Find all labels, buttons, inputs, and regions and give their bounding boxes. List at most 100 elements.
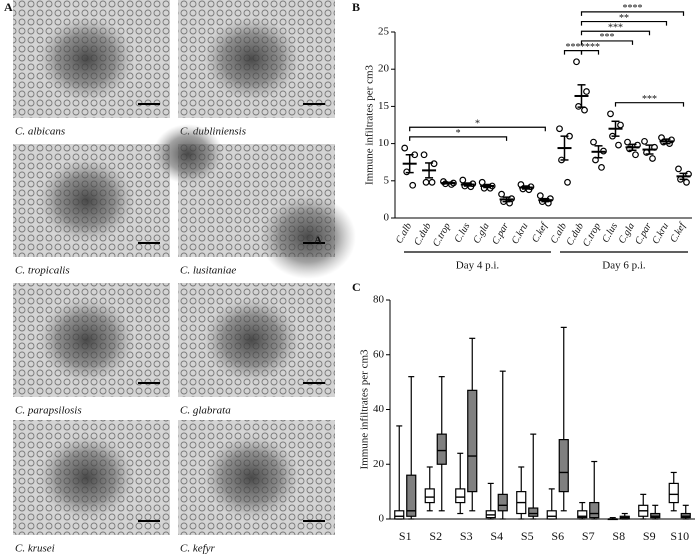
significance-label: **	[619, 13, 629, 24]
significance-label: ***	[608, 23, 623, 34]
significance-label: ****	[623, 3, 643, 14]
data-point	[590, 138, 597, 146]
fungal-lesion	[38, 17, 135, 101]
category-label: C.kef	[668, 220, 689, 245]
x-tick-label: S7	[582, 529, 595, 543]
x-tick-label: S5	[521, 529, 534, 543]
significance-bracket	[580, 11, 685, 16]
box	[528, 507, 539, 517]
y-tick-label: 0	[384, 212, 390, 224]
significance-bracket	[580, 20, 668, 26]
data-point	[556, 125, 563, 133]
significance-bracket	[580, 30, 651, 36]
fungal-lesion	[203, 17, 300, 101]
image-caption: C. glabrata	[180, 405, 231, 417]
data-point	[498, 190, 505, 198]
box	[589, 501, 600, 519]
box	[497, 493, 508, 512]
micrograph	[13, 144, 170, 257]
micrograph	[178, 0, 335, 118]
significance-bracket	[580, 40, 634, 45]
x-tick-label: S9	[643, 529, 656, 543]
fungal-lesion	[38, 435, 135, 520]
data-point	[583, 88, 590, 95]
data-point	[624, 138, 631, 146]
x-tick-label: S3	[460, 529, 473, 543]
fungal-lesion	[203, 435, 300, 520]
box	[436, 433, 447, 465]
data-point	[428, 178, 436, 186]
y-tick-label: 20	[373, 458, 385, 470]
y-tick-label: 5	[384, 174, 390, 186]
panel-label: C	[352, 280, 361, 294]
image-caption: C. tropicalis	[15, 265, 70, 277]
data-point	[422, 178, 430, 186]
significance-bracket	[409, 136, 508, 141]
micrograph	[13, 0, 170, 118]
y-tick-label: 15	[378, 100, 390, 112]
x-tick-label: S2	[429, 529, 442, 543]
group-label: Day 4 p.i.	[456, 260, 500, 272]
category-label: C.kru	[510, 221, 531, 246]
category-label: C.kef	[530, 220, 551, 245]
box	[406, 474, 417, 517]
significance-bracket	[409, 126, 546, 132]
significance-bracket	[580, 50, 600, 55]
category-label: C.par	[490, 221, 511, 247]
category-label: C.par	[633, 221, 654, 247]
fungal-lesion	[203, 298, 300, 382]
y-tick-label: 20	[378, 63, 390, 75]
x-tick-label: S6	[551, 529, 564, 543]
significance-label: ***	[600, 32, 615, 43]
image-caption: C. parapsilosis	[15, 405, 82, 417]
significance-label: *	[475, 119, 480, 130]
data-point	[615, 141, 622, 149]
y-tick-label: 0	[379, 513, 385, 525]
data-point	[641, 137, 648, 145]
y-axis-label: Immune infiltrates per cm3	[364, 64, 376, 185]
micrograph	[13, 420, 170, 535]
y-tick-label: 60	[373, 348, 385, 360]
panel-label: B	[352, 0, 360, 14]
micrograph	[178, 283, 335, 397]
data-point	[401, 144, 409, 152]
data-point	[564, 178, 571, 186]
data-point	[598, 164, 605, 171]
category-label: C.gla	[471, 221, 492, 246]
image-caption: C. krusei	[15, 543, 55, 554]
inset-label: A	[314, 235, 322, 247]
fungal-lesion	[38, 298, 135, 382]
fungal-lesion	[260, 195, 356, 279]
box	[394, 510, 405, 520]
micrograph	[153, 124, 356, 279]
group-label: Day 6 p.i.	[602, 260, 646, 272]
significance-label: ****	[580, 42, 600, 53]
data-point	[607, 110, 614, 118]
data-point	[649, 155, 656, 162]
box	[467, 389, 478, 493]
significance-bracket	[614, 102, 685, 107]
category-label: C.lus	[452, 221, 472, 245]
data-point	[536, 192, 544, 200]
category-label: C.kru	[650, 221, 671, 246]
box	[558, 439, 569, 493]
data-point	[683, 178, 690, 186]
x-tick-label: S4	[490, 529, 503, 543]
box	[546, 510, 557, 520]
category-label: C.trop	[431, 221, 453, 249]
y-axis-label: Immune infiltrates per cm3	[359, 349, 371, 470]
x-tick-label: S1	[399, 529, 412, 543]
y-tick-label: 25	[378, 26, 390, 38]
data-point	[459, 176, 467, 184]
micrograph	[178, 420, 335, 535]
significance-label: *	[456, 128, 461, 139]
image-caption: C. lusitaniae	[180, 265, 236, 277]
box	[668, 482, 679, 504]
image-caption: C. kefyr	[180, 543, 216, 554]
box	[424, 488, 435, 504]
data-point	[675, 165, 682, 173]
y-tick-label: 80	[373, 294, 385, 306]
box	[577, 510, 588, 519]
panel-label: A	[4, 0, 13, 14]
y-tick-label: 40	[373, 403, 385, 415]
